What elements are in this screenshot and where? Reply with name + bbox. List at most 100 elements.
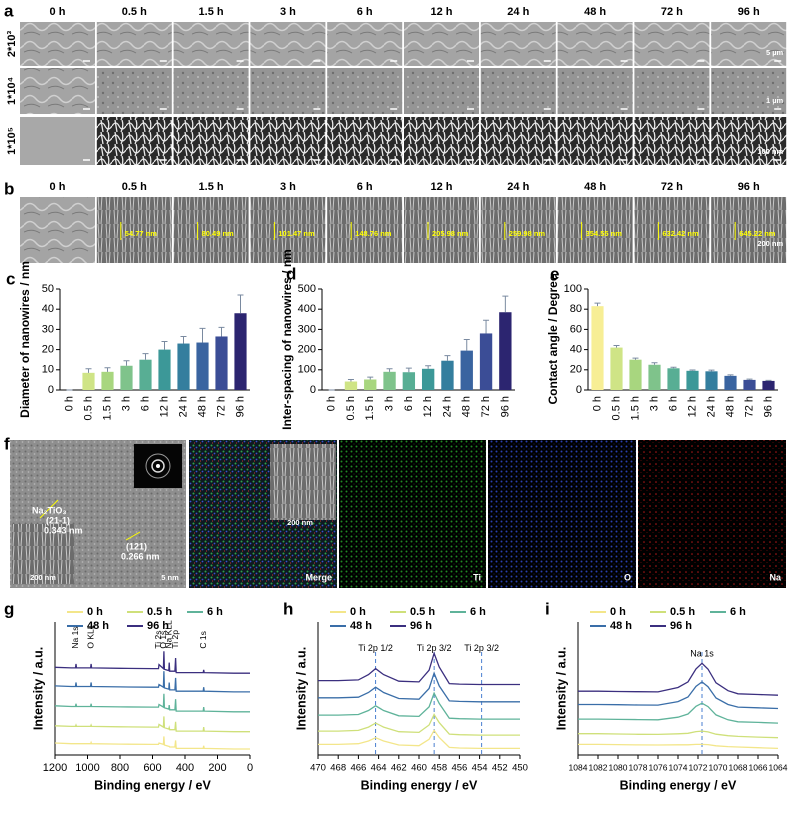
spectrum-line [54,736,250,750]
measurement: 101.47 nm [278,229,315,238]
bar [499,312,512,390]
sem-image [404,68,479,114]
legend-label: 0.5 h [670,606,695,618]
x-tick-label: 1064 [769,762,788,772]
saed-ring [145,453,171,479]
bar [724,375,737,390]
y-tick-label: 400 [298,303,316,315]
tem-plane: (121) [126,541,147,551]
time-label: 48 h [584,6,606,18]
error-bar [405,367,412,373]
cross-section-image [557,197,633,263]
x-tick-label: 1066 [749,762,768,772]
time-label: 6 h [357,6,373,18]
x-tick-label: 464 [371,763,387,774]
bar [629,359,642,390]
tem-phase: Na₂TiO₃ [32,505,67,515]
x-tick-label: 1070 [709,762,728,772]
cross-section-image [173,197,249,263]
spectrum-line [578,702,779,724]
x-tick-label: 24 h [177,396,189,417]
legend-label: 6 h [207,606,223,618]
error-bar [85,368,92,373]
time-label: 24 h [507,181,529,193]
error-bar [386,368,393,372]
x-tick-label: 1.5 h [364,396,376,420]
x-tick-label: 48 h [196,396,208,417]
bar [705,371,718,390]
y-tick-label: 10 [42,364,54,376]
x-tick-label: 456 [451,763,467,774]
spectrum-line [318,651,520,686]
saed-center [156,464,160,468]
sem-image [557,117,633,165]
y-axis-label: Intensity / a.u. [554,647,568,730]
panel-label: c [6,269,15,288]
scale-bar-label: 5 µm [766,48,784,57]
y-axis-label: Intensity / a.u. [31,647,45,730]
sem-image [557,22,633,66]
cross-section-image [20,197,95,263]
sem-image [173,68,249,114]
legend-label: 6 h [470,606,486,618]
scale-bar-label: 200 nm [287,518,313,527]
x-tick-label: 0 h [63,396,75,411]
pointer [39,499,59,519]
y-axis-label: Contact angle / Degree [546,274,560,404]
y-tick-label: 20 [570,364,582,376]
x-tick-label: 600 [143,762,161,774]
sem-image [173,117,249,165]
sem-image [20,117,95,165]
y-tick-label: 0 [576,384,582,396]
sem-image [634,22,710,66]
panel-label: g [4,599,14,618]
x-tick-label: 1078 [629,762,648,772]
sem-image [634,68,710,114]
panel-label: b [4,179,14,198]
tem-plane: (21-1) [46,515,70,525]
sem-image [480,22,556,66]
x-tick-label: 1068 [729,762,748,772]
map-label: Ti [473,572,481,582]
sem-image [250,117,326,165]
measurement: 148.76 nm [355,229,392,238]
legend-label: 48 h [87,620,109,632]
sem-image [96,68,172,114]
x-tick-label: 96 h [762,396,774,417]
panel-label: d [286,264,296,283]
x-tick-label: 1076 [649,762,668,772]
x-tick-label: 800 [111,762,129,774]
measurement: 354.55 nm [586,229,623,238]
sem-image [173,22,249,66]
x-tick-label: 1.5 h [101,396,113,420]
time-label: 12 h [430,181,452,193]
x-tick-label: 470 [310,763,326,774]
map-label: O [624,572,631,582]
sem-image [480,117,556,165]
y-axis-label: Intensity / a.u. [294,647,308,730]
spectrum-line [578,730,779,739]
cross-section-image [711,197,787,263]
panel-label: a [4,1,14,20]
y-tick-label: 500 [298,283,316,295]
error-bar [463,339,470,351]
spectrum-line [318,691,520,720]
error-bar [632,357,639,360]
error-bar [237,294,244,314]
x-tick-label: 48 h [724,396,736,417]
y-tick-label: 200 [298,344,316,356]
legend-label: 96 h [410,620,432,632]
time-label: 0.5 h [122,181,147,193]
bar [762,380,775,390]
sem-image [20,22,95,66]
bar [101,371,114,390]
error-bar [708,369,715,372]
row-label: 1*10⁵ [6,127,18,155]
x-tick-label: 72 h [215,396,227,417]
bar [177,343,190,390]
x-tick-label: 6 h [667,396,679,411]
time-label: 3 h [280,6,296,18]
peak-label: Ti 2s [153,631,163,649]
time-label: 1.5 h [199,6,224,18]
time-label: 0.5 h [122,6,147,18]
